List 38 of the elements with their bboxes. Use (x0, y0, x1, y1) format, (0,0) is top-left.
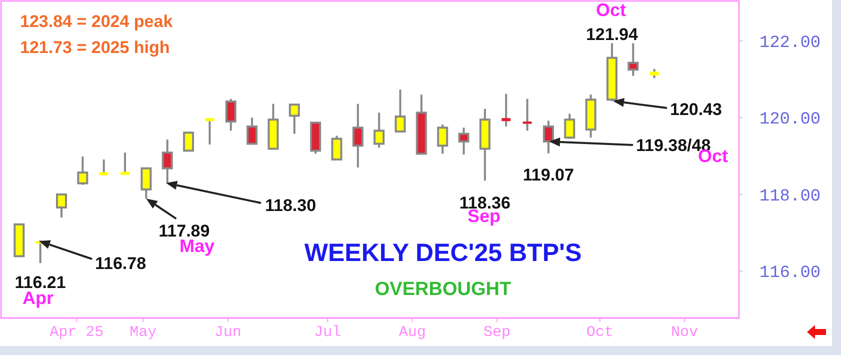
annotation: 123.84 = 2024 peak (20, 12, 174, 31)
candlestick (394, 88, 406, 132)
candlestick (288, 102, 300, 135)
candlestick (183, 132, 194, 152)
annotation: 121.73 = 2025 high (20, 38, 170, 57)
x-tick-label: Jul (314, 324, 342, 341)
x-tick-label: Aug (398, 324, 426, 341)
candlestick (162, 138, 173, 184)
text: OVERBOUGHT (374, 279, 512, 300)
candlestick (437, 124, 448, 155)
annotation: 121.94 (586, 25, 639, 44)
annotation: 118.30 (265, 196, 316, 215)
candlestick (56, 193, 67, 218)
candlestick (352, 102, 364, 169)
y-tick-label: 120.00 (759, 110, 821, 130)
candlestick (246, 116, 258, 145)
y-tick-label: 118.00 (759, 187, 821, 206)
annotation: 120.43 (670, 100, 722, 119)
candlestick (374, 112, 385, 149)
candlestick (564, 112, 576, 140)
candlestick (458, 126, 470, 156)
x-tick-label: May (130, 324, 157, 341)
x-tick-label: Nov (671, 324, 698, 341)
candlestick (77, 155, 88, 186)
y-tick-label: 122.00 (759, 34, 821, 53)
x-tick-label: Sep (484, 324, 511, 341)
candlestick (225, 98, 236, 132)
annotation: 119.07 (522, 165, 574, 184)
annotation: Oct (596, 0, 626, 20)
x-tick-label: Apr 25 (50, 324, 104, 341)
text: WEEKLY DEC'25 BTP'S (304, 239, 582, 267)
annotation: 116.78 (95, 254, 146, 273)
candlestick (331, 134, 342, 160)
y-tick-label: 116.00 (759, 264, 821, 284)
x-tick-label: Oct (586, 324, 614, 341)
candlestick (140, 167, 152, 200)
x-tick-label: Jun (214, 324, 242, 341)
candlestick (628, 42, 639, 77)
